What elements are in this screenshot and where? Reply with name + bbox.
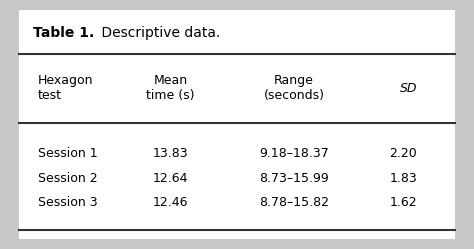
Text: Session 1: Session 1 [38, 147, 98, 160]
Text: Table 1.: Table 1. [33, 26, 94, 40]
Text: 13.83: 13.83 [153, 147, 189, 160]
Text: Descriptive data.: Descriptive data. [97, 26, 220, 40]
Text: SD: SD [400, 82, 417, 95]
Text: 12.64: 12.64 [153, 172, 188, 185]
Text: 12.46: 12.46 [153, 196, 188, 209]
Text: Hexagon
test: Hexagon test [38, 74, 93, 102]
Text: 1.62: 1.62 [390, 196, 417, 209]
Text: 8.73–15.99: 8.73–15.99 [259, 172, 329, 185]
Text: Mean
time (s): Mean time (s) [146, 74, 195, 102]
Text: 9.18–18.37: 9.18–18.37 [259, 147, 329, 160]
Text: Range
(seconds): Range (seconds) [264, 74, 324, 102]
FancyBboxPatch shape [19, 10, 455, 239]
Text: 1.83: 1.83 [389, 172, 417, 185]
Text: Session 3: Session 3 [38, 196, 98, 209]
Text: 2.20: 2.20 [389, 147, 417, 160]
Text: 8.78–15.82: 8.78–15.82 [259, 196, 329, 209]
Text: Session 2: Session 2 [38, 172, 98, 185]
